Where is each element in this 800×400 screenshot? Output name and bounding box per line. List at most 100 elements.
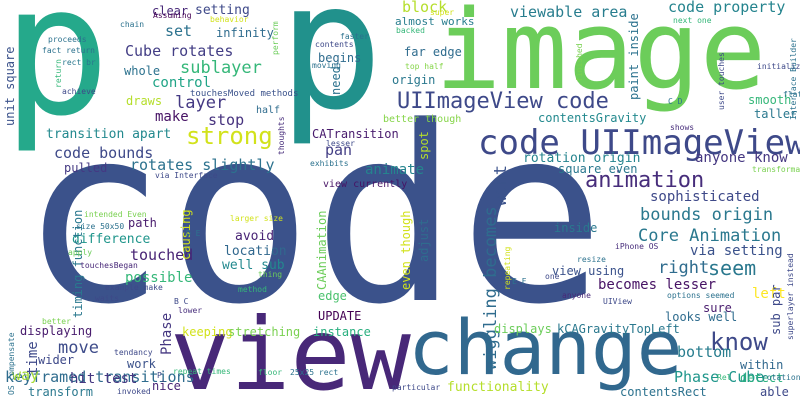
cloud-word: moving bbox=[312, 61, 341, 70]
cloud-word: p bbox=[2, 0, 111, 156]
cloud-word: top half bbox=[405, 62, 444, 71]
cloud-word: thoughts bbox=[277, 116, 286, 155]
cloud-word: size 50x50 bbox=[76, 222, 125, 231]
cloud-word: E F bbox=[512, 277, 527, 286]
cloud-word: transition apart bbox=[46, 127, 172, 142]
cloud-word: wider bbox=[38, 353, 75, 367]
cloud-word: within bbox=[740, 358, 784, 372]
cloud-word: smooth bbox=[748, 93, 792, 107]
cloud-word: bounds origin bbox=[640, 205, 774, 225]
cloud-word: invoked bbox=[117, 387, 151, 396]
cloud-word: way bbox=[12, 366, 40, 384]
cloud-word: animate bbox=[365, 162, 425, 178]
cloud-word: Core Animation bbox=[638, 226, 782, 246]
cloud-word: Interface Builder bbox=[789, 38, 798, 120]
cloud-word: resize bbox=[577, 255, 606, 264]
cloud-word: flat bbox=[783, 90, 800, 99]
cloud-word: wiggling becomes bbox=[481, 206, 501, 370]
cloud-word: change bbox=[408, 303, 683, 392]
cloud-word: 25x25 rect bbox=[290, 368, 339, 377]
cloud-word: pulled bbox=[64, 161, 108, 175]
cloud-word: method bbox=[238, 285, 267, 294]
cloud-word: UPDATE bbox=[318, 309, 362, 323]
cloud-word: rotates slightly bbox=[130, 156, 275, 174]
cloud-word: spot bbox=[417, 131, 431, 160]
cloud-word: code bounds bbox=[54, 144, 154, 162]
cloud-word: unit square bbox=[3, 46, 17, 126]
cloud-word: clear bbox=[152, 4, 189, 18]
cloud-word: far edge bbox=[404, 45, 462, 59]
cloud-word: larger size bbox=[230, 214, 283, 223]
cloud-word: keyframed transitions bbox=[5, 368, 195, 386]
cloud-word: instance bbox=[313, 325, 371, 339]
cloud-word: bottom bbox=[677, 343, 732, 361]
cloud-word: detect bbox=[740, 371, 784, 385]
cloud-word: want bbox=[491, 165, 511, 206]
cloud-word: draws bbox=[126, 94, 163, 108]
cloud-word: transformation bbox=[752, 165, 800, 174]
cloud-word: user touches bbox=[717, 52, 726, 110]
cloud-word: tendancy bbox=[114, 348, 153, 357]
cloud-word: almost works bbox=[395, 15, 475, 28]
cloud-word: paint inside bbox=[627, 13, 641, 100]
cloud-word: right bbox=[658, 258, 710, 278]
cloud-word: block bbox=[402, 0, 448, 16]
cloud-word: CAAnimation bbox=[315, 210, 329, 290]
cloud-word: pan bbox=[325, 141, 353, 159]
cloud-word: inside bbox=[554, 221, 598, 235]
cloud-word: sublayer bbox=[180, 58, 262, 78]
cloud-word: even though bbox=[399, 210, 413, 290]
cloud-word: apply bbox=[68, 248, 93, 257]
cloud-word: touchesMoved methods bbox=[190, 89, 299, 99]
cloud-word: nice bbox=[152, 379, 181, 393]
cloud-word: backed bbox=[396, 26, 425, 35]
cloud-word: taller bbox=[754, 107, 798, 121]
cloud-word: example make bbox=[105, 283, 163, 292]
cloud-word: square even bbox=[558, 162, 638, 176]
cloud-word: via Interface bbox=[155, 171, 218, 180]
cloud-word: path bbox=[128, 216, 157, 230]
cloud-word: work bbox=[127, 357, 156, 371]
cloud-word: p bbox=[278, 0, 384, 149]
cloud-word: half bbox=[256, 105, 281, 116]
cloud-word: behavior bbox=[210, 15, 249, 24]
cloud-word: functionality bbox=[447, 380, 549, 395]
cloud-word: via setting bbox=[690, 243, 783, 259]
cloud-word: initialized bbox=[757, 62, 800, 71]
cloud-word: Assuming bbox=[153, 11, 192, 20]
cloud-word: fact return bbox=[42, 46, 95, 55]
cloud-word: proceeds bbox=[48, 35, 87, 44]
cloud-word: keeping bbox=[182, 325, 233, 339]
cloud-word: C D bbox=[668, 97, 683, 106]
cloud-word: contentsRect bbox=[620, 385, 707, 399]
cloud-word: image bbox=[435, 0, 767, 114]
cloud-word: looks well bbox=[665, 310, 738, 324]
cloud-word: move bbox=[58, 338, 99, 358]
cloud-word: contentsGravity bbox=[538, 111, 647, 125]
cloud-word: return bbox=[54, 59, 63, 88]
cloud-word: intended Even bbox=[84, 210, 147, 219]
cloud-word: waits bbox=[95, 294, 120, 303]
cloud-word: layer bbox=[175, 93, 227, 113]
cloud-word: view using bbox=[552, 264, 625, 278]
cloud-word: code property bbox=[668, 0, 786, 16]
cloud-word: stretching bbox=[228, 325, 301, 339]
cloud-word: setting bbox=[195, 3, 250, 18]
cloud-word: superlayer instead bbox=[786, 253, 795, 340]
cloud-word: chain bbox=[120, 20, 145, 29]
cloud-word: Rel bbox=[717, 373, 732, 382]
cloud-word: viewable area bbox=[510, 3, 628, 21]
cloud-word: sub par bbox=[769, 284, 783, 335]
cloud-word: view currently bbox=[323, 179, 408, 190]
cloud-word: begins bbox=[318, 51, 362, 65]
cloud-word: location bbox=[224, 244, 287, 259]
cloud-word: perform bbox=[271, 21, 280, 55]
cloud-word: lower bbox=[178, 306, 203, 315]
cloud-word: shows bbox=[670, 123, 695, 132]
cloud-word: rotation bbox=[762, 373, 800, 382]
cloud-word: touchesBegan bbox=[80, 261, 138, 270]
cloud-word: control bbox=[152, 75, 212, 91]
cloud-word: UIView bbox=[603, 297, 632, 306]
cloud-word: infinity bbox=[216, 26, 274, 40]
